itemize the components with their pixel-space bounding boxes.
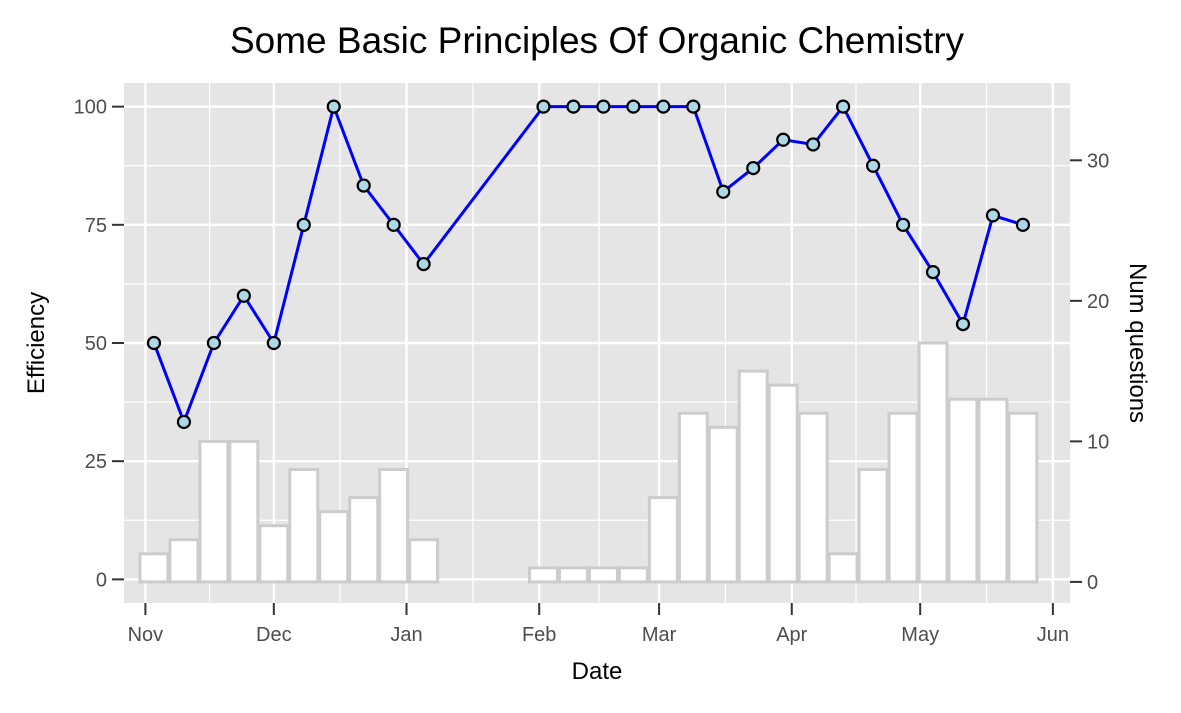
bar: [168, 538, 200, 584]
bar: [528, 566, 559, 584]
data-point: [536, 99, 551, 114]
data-point: [716, 184, 731, 199]
data-point: [206, 335, 221, 351]
x-tick-label: Dec: [256, 624, 292, 646]
x-axis-label: Date: [572, 658, 623, 685]
data-point: [895, 217, 911, 232]
data-point: [626, 99, 641, 114]
data-point: [146, 335, 162, 351]
data-point: [416, 256, 431, 272]
x-tick-label: Apr: [776, 624, 807, 646]
y-tick-label: 100: [74, 97, 107, 119]
y-tick-label: 25: [85, 451, 107, 473]
x-tick-label: Nov: [128, 624, 164, 646]
data-point: [836, 99, 851, 114]
bar: [917, 341, 949, 584]
y-tick-label: 0: [96, 569, 107, 591]
data-point: [386, 217, 401, 232]
x-tick-label: Jan: [390, 624, 422, 646]
data-point: [236, 288, 251, 303]
y-axis-label: Efficiency: [23, 292, 50, 394]
x-tick-label: Jun: [1037, 624, 1069, 646]
bar: [857, 467, 889, 584]
bar: [318, 510, 350, 584]
bar: [557, 566, 589, 584]
bar: [1007, 411, 1039, 584]
y-right-tick-label: 0: [1087, 572, 1098, 594]
data-point: [865, 158, 881, 173]
y-right-tick-label: 10: [1087, 431, 1109, 453]
bar: [348, 496, 380, 584]
y-right-tick-label: 30: [1087, 150, 1109, 172]
x-axis: Nov Dec Jan Feb Mar Apr May Jun: [128, 603, 1069, 646]
data-point: [985, 208, 1001, 223]
bar: [797, 411, 829, 584]
bar-series: [138, 341, 1039, 584]
data-point: [776, 132, 791, 147]
x-tick-label: Feb: [522, 624, 556, 646]
bar: [647, 496, 679, 584]
bar: [887, 411, 919, 584]
bar: [378, 467, 410, 584]
data-point: [296, 217, 311, 232]
data-point: [746, 160, 761, 176]
bar: [767, 383, 799, 584]
data-point: [266, 335, 281, 351]
data-point: [326, 99, 341, 114]
bar: [587, 566, 619, 584]
data-point: [176, 414, 192, 430]
y-axis-left: 0 25 50 75 100: [74, 97, 124, 591]
point-series: [146, 99, 1031, 430]
y-tick-label: 75: [85, 215, 107, 237]
data-point: [806, 137, 821, 152]
bar: [707, 425, 739, 584]
data-point: [955, 316, 971, 332]
x-tick-label: May: [901, 624, 939, 646]
data-point: [656, 99, 671, 114]
bar: [138, 552, 170, 584]
bar: [258, 524, 290, 584]
y-tick-label: 50: [85, 333, 107, 355]
bar: [947, 397, 979, 584]
bar: [228, 439, 260, 584]
data-point: [596, 99, 611, 114]
bar: [677, 411, 709, 584]
bar: [408, 538, 440, 584]
data-point: [1015, 217, 1031, 232]
bar: [617, 566, 649, 584]
y-axis-right-label: Num questions: [1124, 263, 1151, 423]
chart-title: Some Basic Principles Of Organic Chemist…: [230, 20, 965, 61]
bar: [977, 397, 1009, 584]
y-right-tick-label: 20: [1087, 291, 1109, 313]
data-point: [566, 99, 581, 114]
data-point: [925, 264, 941, 280]
x-tick-label: Mar: [642, 624, 677, 646]
bar: [198, 439, 230, 584]
data-point: [686, 99, 701, 114]
bar: [827, 552, 859, 584]
bar: [288, 467, 320, 584]
bar: [737, 369, 769, 584]
y-axis-right: 0 10 20 30: [1070, 150, 1109, 594]
data-point: [356, 178, 371, 193]
